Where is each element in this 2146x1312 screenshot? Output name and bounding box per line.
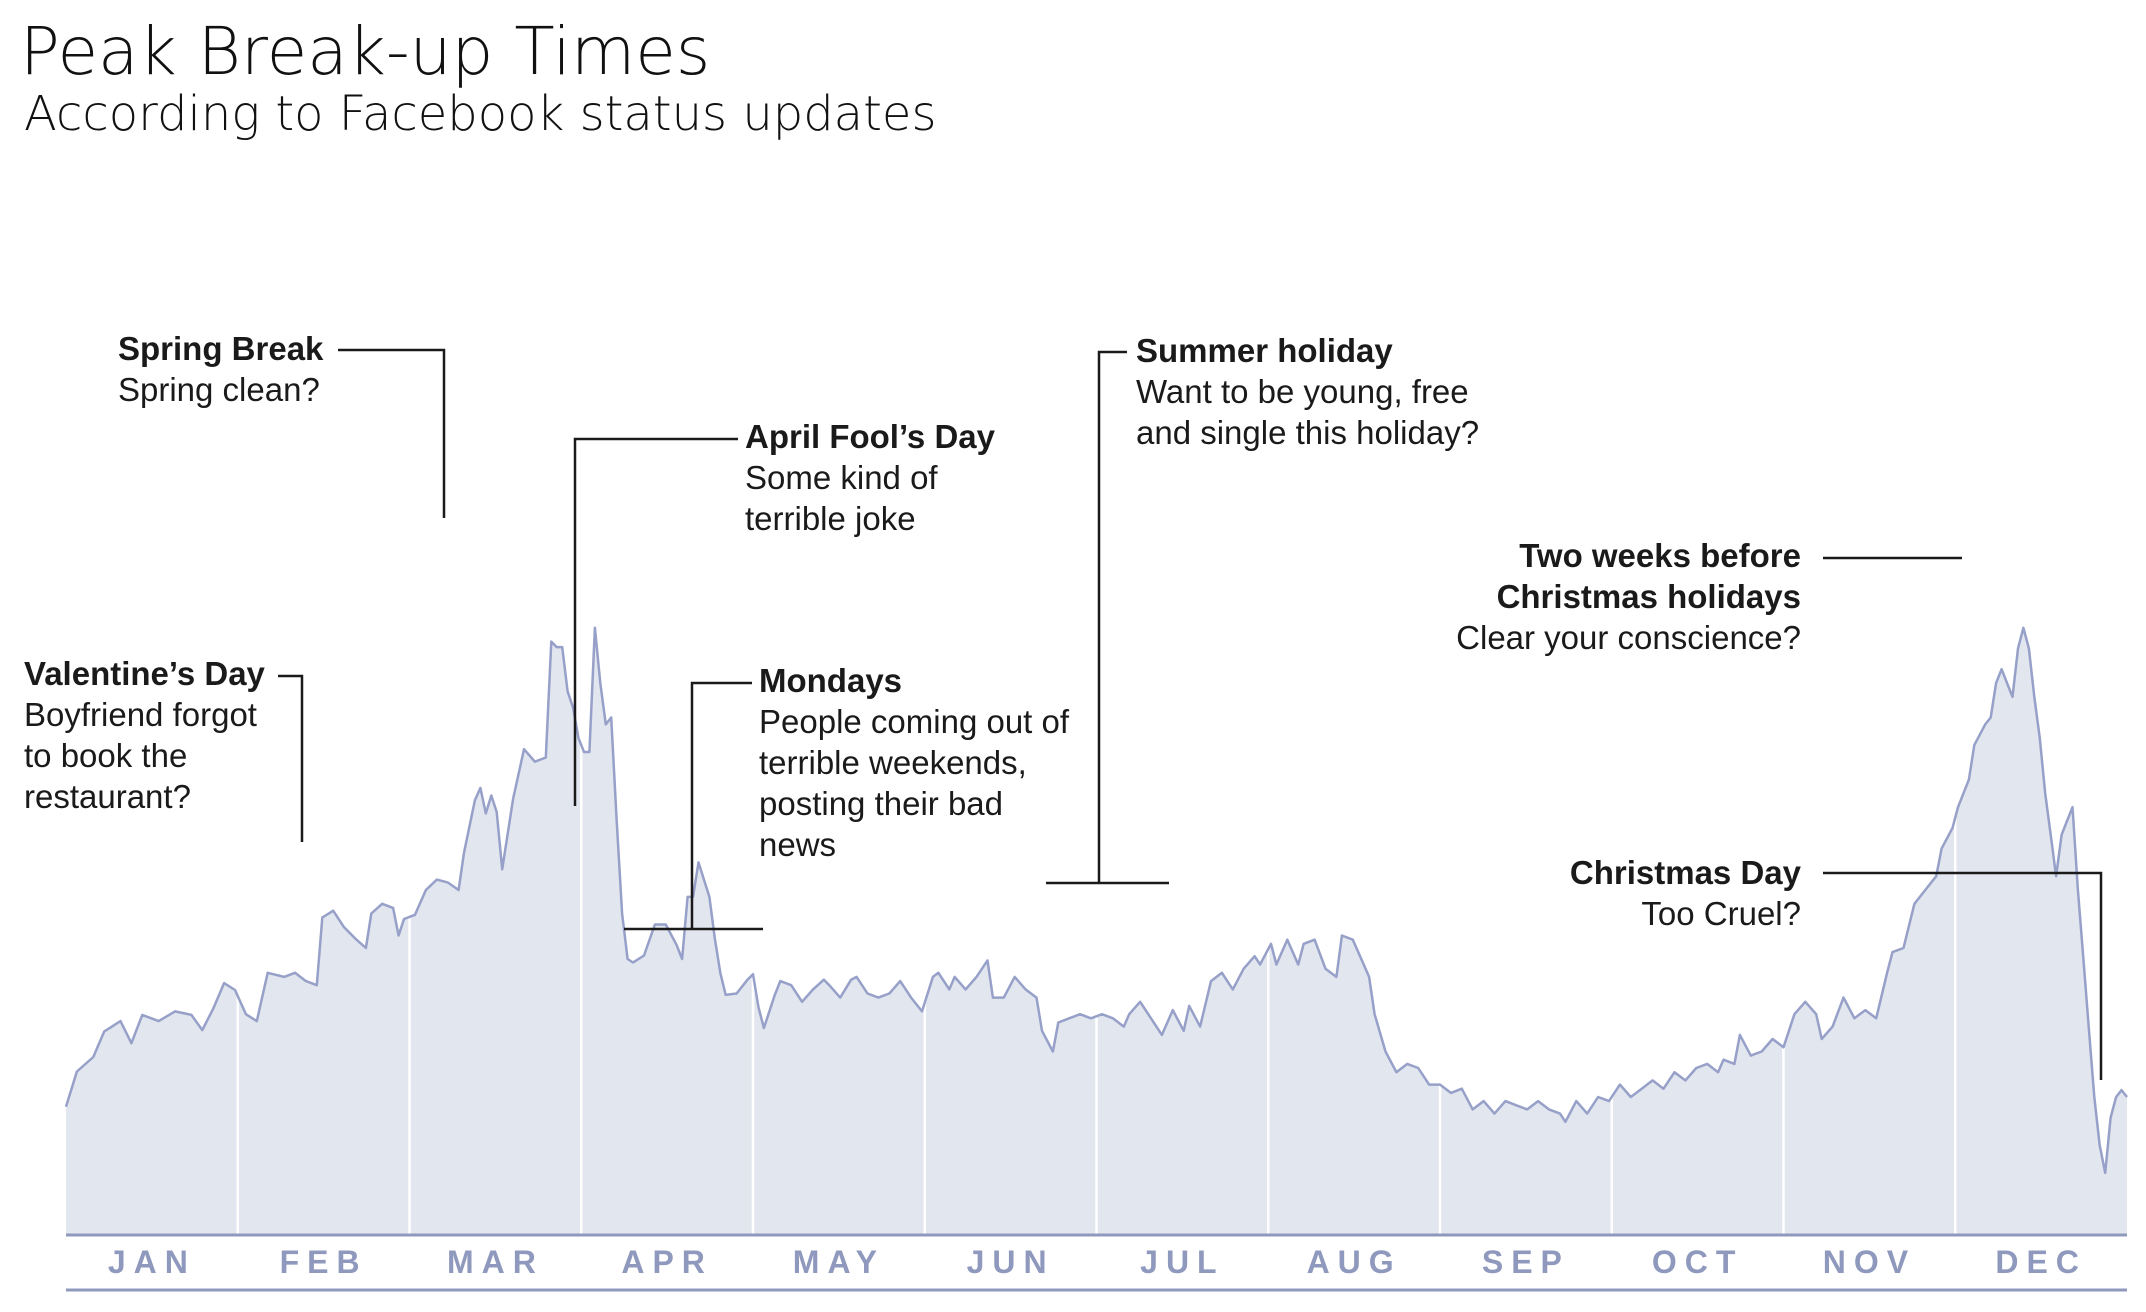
annotation-april-fools-heading: April Fool’s Day (745, 418, 996, 455)
plot-area: JAN FEB MAR APR MAY JUN JUL AUG SEP OCT NOV DEC (64, 560, 2128, 1292)
annotation-valentines-leader (278, 674, 304, 842)
annotation-april-fools-leader (573, 437, 738, 806)
x-tick-label-sep: SEP (1482, 1244, 1570, 1280)
x-tick-label-aug: AUG (1307, 1244, 1402, 1280)
x-tick-label-mar: MAR (447, 1244, 544, 1280)
annotation-two-weeks-heading-2: Christmas holidays (1497, 578, 1801, 615)
annotation-valentines-line-1: Boyfriend forgot (24, 696, 257, 733)
annotation-summer-holiday: Summer holiday Want to be young, free an… (1046, 332, 1479, 885)
x-tick-label-dec: DEC (1995, 1244, 2087, 1280)
chart-subtitle: According to Facebook status updates (24, 86, 936, 142)
annotation-spring-break-heading: Spring Break (118, 330, 324, 367)
chart-title: Peak Break-up Times (20, 13, 710, 90)
annotation-april-fools-line-1: Some kind of (745, 459, 938, 496)
annotation-mondays-line-4: news (759, 826, 836, 863)
x-tick-label-jul: JUL (1140, 1244, 1224, 1280)
annotation-summer-line-2: and single this holiday? (1136, 414, 1479, 451)
annotation-mondays-line-2: terrible weekends, (759, 744, 1027, 781)
annotation-two-weeks-heading-1: Two weeks before (1519, 537, 1801, 574)
annotation-christmas-line-1: Too Cruel? (1641, 895, 1801, 932)
x-tick-label-jun: JUN (967, 1244, 1055, 1280)
annotation-valentines-day: Valentine’s Day Boyfriend forgot to book… (24, 655, 304, 842)
annotation-mondays-leader (624, 681, 763, 931)
annotation-valentines-heading: Valentine’s Day (24, 655, 266, 692)
annotation-two-weeks-line-1: Clear your conscience? (1456, 619, 1801, 656)
annotation-valentines-line-3: restaurant? (24, 778, 191, 815)
annotation-spring-break: Spring Break Spring clean? (118, 330, 446, 518)
series-line (64, 626, 2128, 1175)
month-dividers (236, 560, 1957, 1235)
annotation-christmas-leader (1823, 871, 2103, 1080)
annotation-valentines-line-2: to book the (24, 737, 187, 774)
annotation-mondays-heading: Mondays (759, 662, 902, 699)
annotation-spring-break-leader (338, 348, 446, 518)
annotation-two-weeks-before-christmas: Two weeks before Christmas holidays Clea… (1456, 537, 1962, 656)
x-tick-label-feb: FEB (280, 1244, 368, 1280)
annotation-summer-line-1: Want to be young, free (1136, 373, 1469, 410)
annotation-summer-leader (1046, 350, 1169, 885)
annotation-christmas-day: Christmas Day Too Cruel? (1570, 854, 2103, 1080)
x-tick-label-oct: OCT (1652, 1244, 1744, 1280)
annotation-spring-break-line-1: Spring clean? (118, 371, 320, 408)
x-tick-label-nov: NOV (1823, 1244, 1916, 1280)
x-tick-label-may: MAY (793, 1244, 885, 1280)
annotation-april-fools: April Fool’s Day Some kind of terrible j… (573, 418, 996, 806)
annotation-summer-heading: Summer holiday (1136, 332, 1393, 369)
annotation-mondays-line-3: posting their bad (759, 785, 1003, 822)
annotation-april-fools-line-2: terrible joke (745, 500, 916, 537)
annotation-mondays: Mondays People coming out of terrible we… (624, 662, 1070, 931)
annotation-christmas-heading: Christmas Day (1570, 854, 1802, 891)
annotation-mondays-line-1: People coming out of (759, 703, 1070, 740)
x-tick-label-apr: APR (621, 1244, 713, 1280)
month-labels: JAN FEB MAR APR MAY JUN JUL AUG SEP OCT NOV DEC (108, 1244, 2087, 1280)
x-tick-label-jan: JAN (108, 1244, 196, 1280)
